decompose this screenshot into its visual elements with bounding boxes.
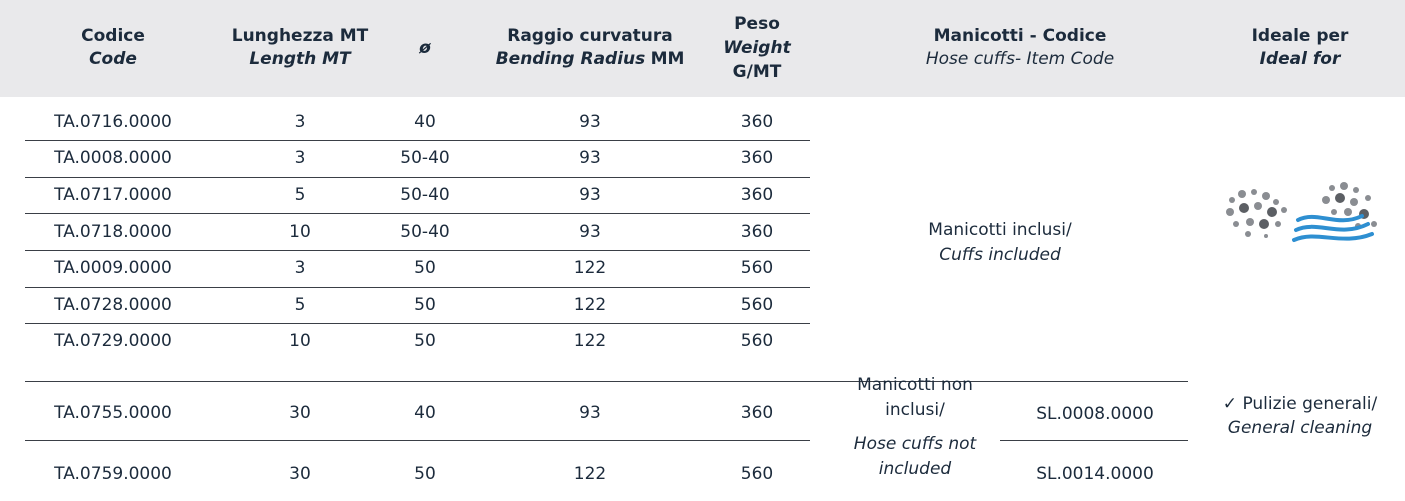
cell: 93 [579,112,601,132]
cell: 93 [579,222,601,242]
cell: 3 [294,148,306,168]
cell: SL.0014.0000 [1036,464,1154,484]
cell: 93 [579,185,601,205]
header-text: Ideal for [1259,49,1341,69]
cleaning-icon [1226,182,1377,242]
cell: 50-40 [400,148,450,168]
cell: 560 [740,258,774,278]
row-divider [25,250,810,251]
cell: included [878,459,952,479]
cell: Manicotti inclusi/ [928,220,1072,240]
header-text: Hose cuffs- Item Code [925,49,1115,69]
cell: 360 [740,112,774,132]
cell: General cleaning [1227,418,1373,438]
row-divider [25,140,810,141]
cell: 5 [294,295,306,315]
cell: 10 [289,331,311,351]
cell: 50 [414,331,436,351]
cell: 30 [289,403,311,423]
cell: inclusi/ [885,400,945,420]
header-text: Code [89,49,137,69]
cell: 360 [740,403,774,423]
cell: TA.0716.0000 [54,112,172,132]
cell: 10 [289,222,311,242]
row-divider [1000,440,1188,441]
cell: 50 [414,295,436,315]
header-band [0,0,1405,97]
header-text: Bending Radius [495,49,646,69]
cell: Manicotti non [857,375,973,395]
cell: Cuffs included [939,245,1061,265]
header-text: Length MT [249,49,351,69]
cell: 560 [740,295,774,315]
cell: 122 [573,295,607,315]
cell: TA.0728.0000 [54,295,172,315]
cell: 122 [573,464,607,484]
cell: 122 [573,331,607,351]
cell: 93 [579,403,601,423]
cell: TA.0755.0000 [54,403,172,423]
cell: 50-40 [400,222,450,242]
cell: 360 [740,148,774,168]
cell: TA.0009.0000 [54,258,172,278]
cell: 3 [294,258,306,278]
row-divider [25,323,810,324]
cell: SL.0008.0000 [1036,404,1154,424]
cell: 50-40 [400,185,450,205]
row-divider [25,287,810,288]
cell: 360 [740,185,774,205]
cell: 50 [414,258,436,278]
cell: TA.0759.0000 [54,464,172,484]
cell: 560 [740,464,774,484]
cell: 93 [579,148,601,168]
header-text: Raggio curvatura [507,26,673,46]
cell: 360 [740,222,774,242]
header-text: MM [650,49,685,69]
cell: TA.0008.0000 [54,148,172,168]
cell: ✓ Pulizie generali/ [1222,394,1378,414]
header-text: Weight [723,38,791,58]
cell: 560 [740,331,774,351]
header-text: Codice [81,26,145,46]
cell: Hose cuffs not [853,434,977,454]
cell: 122 [573,258,607,278]
cell: 40 [414,112,436,132]
header-text: G/MT [732,62,782,82]
cell: 5 [294,185,306,205]
header-text: Peso [734,14,780,34]
cell: TA.0717.0000 [54,185,172,205]
row-divider [25,440,810,441]
header-text: Lunghezza MT [231,26,369,46]
cell: 50 [414,464,436,484]
cell: 30 [289,464,311,484]
header-text: Ideale per [1251,26,1349,46]
row-divider [25,177,810,178]
row-divider [25,381,1188,382]
row-divider [25,213,810,214]
cell: TA.0729.0000 [54,331,172,351]
header-text: ø [419,38,431,58]
header-text: Manicotti - Codice [933,26,1107,46]
cell: 3 [294,112,306,132]
cell: TA.0718.0000 [54,222,172,242]
cell: 40 [414,403,436,423]
